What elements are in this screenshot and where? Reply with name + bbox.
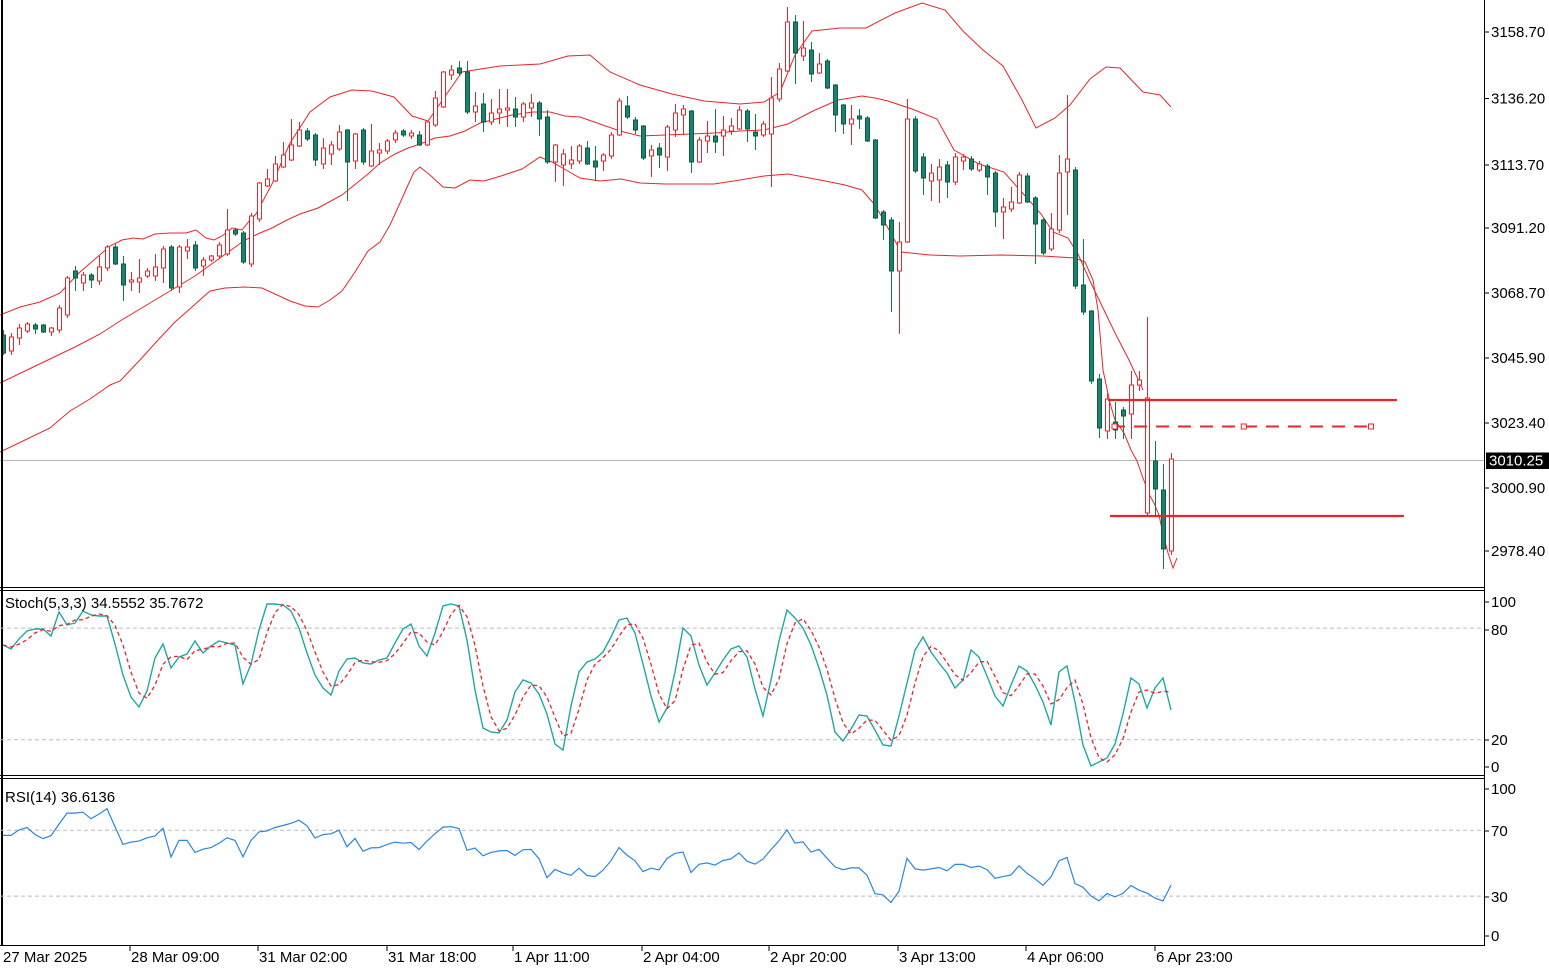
svg-text:100: 100 <box>1491 594 1516 611</box>
svg-text:Stoch(5,3,3) 34.5552 35.7672: Stoch(5,3,3) 34.5552 35.7672 <box>5 595 204 612</box>
svg-text:0: 0 <box>1491 928 1499 945</box>
svg-text:3010.25: 3010.25 <box>1489 453 1543 470</box>
svg-text:20: 20 <box>1491 732 1508 749</box>
svg-text:3045.90: 3045.90 <box>1491 350 1545 367</box>
svg-text:2 Apr 04:00: 2 Apr 04:00 <box>643 949 720 966</box>
svg-text:3158.70: 3158.70 <box>1491 24 1545 41</box>
svg-text:3000.90: 3000.90 <box>1491 480 1545 497</box>
svg-text:70: 70 <box>1491 823 1508 840</box>
svg-text:80: 80 <box>1491 622 1508 639</box>
svg-text:1 Apr 11:00: 1 Apr 11:00 <box>514 949 590 966</box>
svg-text:2 Apr 20:00: 2 Apr 20:00 <box>770 949 847 966</box>
svg-text:0: 0 <box>1491 759 1499 776</box>
svg-text:28 Mar 09:00: 28 Mar 09:00 <box>131 949 219 966</box>
svg-text:4 Apr 06:00: 4 Apr 06:00 <box>1027 949 1104 966</box>
svg-text:31 Mar 18:00: 31 Mar 18:00 <box>388 949 476 966</box>
svg-text:3136.20: 3136.20 <box>1491 91 1545 108</box>
svg-text:3091.20: 3091.20 <box>1491 220 1545 237</box>
svg-text:2978.40: 2978.40 <box>1491 543 1545 560</box>
svg-text:3023.40: 3023.40 <box>1491 415 1545 432</box>
svg-text:31 Mar 02:00: 31 Mar 02:00 <box>259 949 347 966</box>
svg-text:100: 100 <box>1491 781 1516 798</box>
svg-text:3 Apr 13:00: 3 Apr 13:00 <box>899 949 976 966</box>
svg-text:30: 30 <box>1491 889 1508 906</box>
svg-text:3113.70: 3113.70 <box>1491 157 1544 174</box>
svg-text:3068.70: 3068.70 <box>1491 285 1545 302</box>
svg-text:RSI(14) 36.6136: RSI(14) 36.6136 <box>5 789 115 806</box>
svg-text:27 Mar 2025: 27 Mar 2025 <box>3 949 87 966</box>
svg-text:6 Apr 23:00: 6 Apr 23:00 <box>1156 949 1233 966</box>
